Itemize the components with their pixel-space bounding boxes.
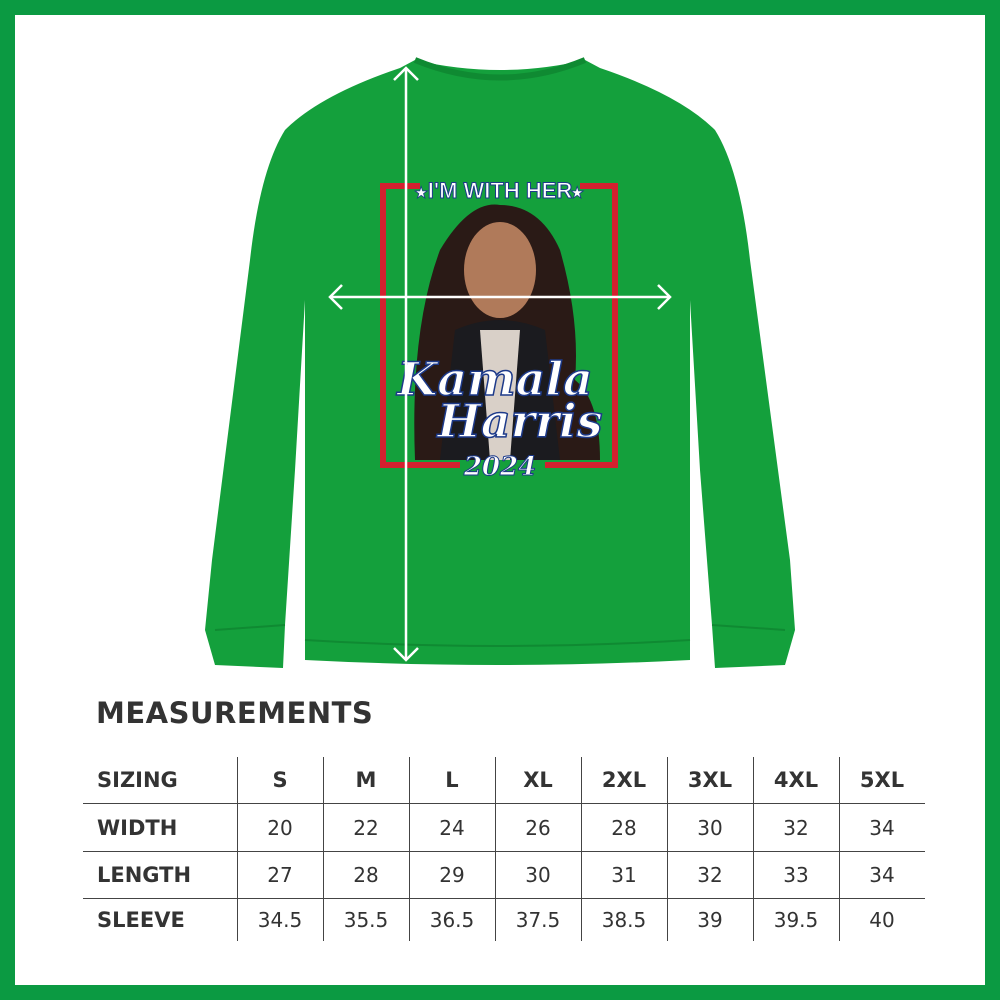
header-cell: L [408, 757, 495, 804]
cell: 22 [322, 803, 409, 852]
cell: 32 [666, 851, 753, 899]
name-line1: Kamala [395, 352, 593, 406]
cell: 38.5 [580, 898, 667, 941]
cell: 30 [666, 803, 753, 852]
cell: 34 [838, 803, 925, 852]
table-row: WIDTH 20 22 24 26 28 30 32 34 [83, 803, 925, 852]
measurements-title: MEASUREMENTS [96, 696, 374, 730]
cell: 40 [838, 898, 925, 941]
header-cell: XL [494, 757, 581, 804]
cell: 39 [666, 898, 753, 941]
cell: 30 [494, 851, 581, 899]
width-arrow [328, 284, 672, 310]
header-cell: M [322, 757, 409, 804]
cell: 34 [838, 851, 925, 899]
row-label: SLEEVE [83, 898, 237, 941]
header-cell: 5XL [838, 757, 925, 804]
cell: 36.5 [408, 898, 495, 941]
table-header-row: SIZING S M L XL 2XL 3XL 4XL 5XL [83, 757, 925, 804]
cell: 27 [236, 851, 323, 899]
cell: 34.5 [236, 898, 323, 941]
cell: 24 [408, 803, 495, 852]
name-line2: Harris [435, 394, 602, 448]
row-label: WIDTH [83, 803, 237, 852]
cell: 20 [236, 803, 323, 852]
header-cell: S [236, 757, 323, 804]
cell: 32 [752, 803, 839, 852]
top-text: I'M WITH HER [428, 178, 573, 203]
header-cell: 3XL [666, 757, 753, 804]
star-icon: ★ [570, 183, 584, 202]
portrait [414, 204, 600, 460]
table-row: LENGTH 27 28 29 30 31 32 33 34 [83, 851, 925, 899]
table-row: SLEEVE 34.5 35.5 36.5 37.5 38.5 39 39.5 … [83, 898, 925, 941]
cell: 26 [494, 803, 581, 852]
size-chart-table: SIZING S M L XL 2XL 3XL 4XL 5XL WIDTH 20… [83, 757, 925, 941]
row-label: LENGTH [83, 851, 237, 899]
star-icon: ★ [414, 183, 428, 202]
cell: 29 [408, 851, 495, 899]
cell: 31 [580, 851, 667, 899]
cell: 39.5 [752, 898, 839, 941]
header-cell: SIZING [97, 768, 178, 792]
year-text: 2024 [463, 452, 536, 482]
length-arrow [393, 66, 419, 662]
header-cell: 4XL [752, 757, 839, 804]
cell: 28 [580, 803, 667, 852]
header-cell: 2XL [580, 757, 667, 804]
cell: 37.5 [494, 898, 581, 941]
cell: 33 [752, 851, 839, 899]
cell: 35.5 [322, 898, 409, 941]
print-design: I'M WITH HER ★ ★ Kamala Harris 2024 [380, 178, 618, 483]
cell: 28 [322, 851, 409, 899]
